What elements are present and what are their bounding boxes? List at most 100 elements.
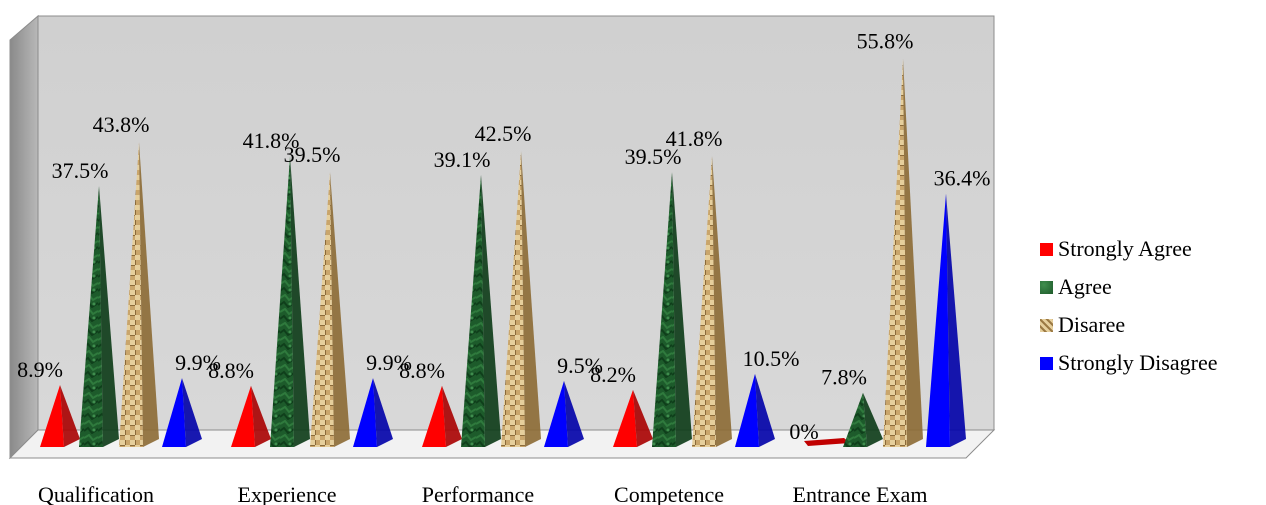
- legend-swatch-strongly-agree: [1040, 242, 1053, 256]
- bar-strongly-agree-competence-side-face: [633, 389, 653, 447]
- bar-strongly-disagree-performance-side-face: [564, 380, 584, 447]
- data-label-strongly-agree-performance: 8.8%: [399, 358, 445, 383]
- bar-strongly-disagree-qualification: [162, 378, 202, 447]
- bar-strongly-disagree-performance-front-face: [544, 380, 568, 447]
- legend-label-strongly-disagree: Strongly Disagree: [1058, 350, 1218, 375]
- bar-agree-performance: [461, 174, 501, 447]
- bar-strongly-agree-competence-front-face: [613, 389, 637, 447]
- legend-swatch-disaree: [1040, 318, 1053, 332]
- legend-swatch-agree: [1040, 280, 1053, 294]
- bar-strongly-agree-experience: [231, 385, 271, 447]
- bar-disaree-entrance-exam: [883, 58, 923, 448]
- data-label-strongly-agree-qualification: 8.9%: [17, 357, 63, 382]
- data-label-agree-qualification: 37.5%: [52, 158, 109, 183]
- bar-disaree-performance-side-face: [521, 151, 541, 447]
- bar-agree-entrance-exam: [843, 392, 883, 447]
- data-label-strongly-disagree-performance: 9.5%: [557, 353, 603, 378]
- bar-disaree-experience-front-face: [310, 172, 334, 447]
- data-label-agree-entrance-exam: 7.8%: [821, 365, 867, 390]
- bar-agree-competence-side-face: [672, 172, 692, 447]
- legend-item-strongly-disagree: Strongly Disagree: [1040, 344, 1266, 382]
- bar-agree-performance-front-face: [461, 174, 485, 447]
- legend-label-agree: Agree: [1058, 274, 1112, 299]
- data-label-strongly-agree-competence: 8.2%: [590, 362, 636, 387]
- data-label-agree-competence: 39.5%: [625, 144, 682, 169]
- data-label-strongly-disagree-qualification: 9.9%: [175, 350, 221, 375]
- bar-disaree-entrance-exam-side-face: [903, 58, 923, 448]
- bar-disaree-qualification-front-face: [119, 142, 143, 448]
- data-label-strongly-disagree-competence: 10.5%: [743, 346, 800, 371]
- bar-strongly-agree-performance: [422, 385, 462, 447]
- bar-agree-entrance-exam-front-face: [843, 392, 867, 447]
- bar-disaree-competence: [692, 156, 732, 447]
- bar-agree-qualification-front-face: [79, 186, 103, 447]
- legend-label-strongly-agree: Strongly Agree: [1058, 236, 1192, 261]
- data-label-disaree-qualification: 43.8%: [93, 112, 150, 137]
- data-label-agree-performance: 39.1%: [434, 147, 491, 172]
- data-labels-layer: 8.9%37.5%43.8%9.9%8.8%41.8%39.5%9.9%8.8%…: [17, 29, 990, 444]
- bar-agree-competence: [652, 172, 692, 447]
- bar-strongly-agree-performance-side-face: [442, 385, 462, 447]
- bar-disaree-competence-side-face: [712, 156, 732, 447]
- legend-swatch-strongly-disagree: [1040, 356, 1053, 370]
- legend-item-strongly-agree: Strongly Agree: [1040, 230, 1266, 268]
- bar-disaree-performance: [501, 151, 541, 447]
- data-label-disaree-competence: 41.8%: [666, 126, 723, 151]
- bar-strongly-agree-qualification: [40, 385, 80, 447]
- bar-agree-competence-front-face: [652, 172, 676, 447]
- bar-agree-experience: [270, 156, 310, 447]
- bar-disaree-qualification: [119, 142, 159, 448]
- data-label-disaree-entrance-exam: 55.8%: [857, 29, 914, 54]
- data-label-strongly-agree-experience: 8.8%: [208, 358, 254, 383]
- data-label-disaree-performance: 42.5%: [475, 121, 532, 146]
- category-label-entrance-exam: Entrance Exam: [793, 482, 928, 505]
- bar-disaree-experience: [310, 172, 350, 447]
- bar-strongly-disagree-competence-front-face: [735, 373, 759, 447]
- bar-strongly-disagree-competence-side-face: [755, 373, 775, 447]
- bar-disaree-performance-front-face: [501, 151, 525, 447]
- bar-strongly-agree-entrance-exam: [804, 438, 850, 446]
- bar-agree-entrance-exam-side-face: [863, 392, 883, 447]
- bar-strongly-agree-experience-front-face: [231, 385, 255, 447]
- bars-layer: [40, 58, 966, 448]
- bar-strongly-disagree-experience-front-face: [353, 378, 377, 447]
- legend-item-agree: Agree: [1040, 268, 1266, 306]
- bar-disaree-competence-front-face: [692, 156, 716, 447]
- bar-strongly-disagree-performance: [544, 380, 584, 447]
- bar-strongly-disagree-competence: [735, 373, 775, 447]
- data-label-strongly-disagree-entrance-exam: 36.4%: [934, 166, 991, 191]
- bar-strongly-agree-qualification-side-face: [60, 385, 80, 447]
- data-label-strongly-disagree-experience: 9.9%: [366, 350, 412, 375]
- bar-strongly-disagree-entrance-exam: [926, 193, 966, 447]
- bar-agree-experience-front-face: [270, 156, 294, 447]
- bar-strongly-agree-performance-front-face: [422, 385, 446, 447]
- bar-strongly-disagree-experience: [353, 378, 393, 447]
- legend-label-disaree: Disaree: [1058, 312, 1126, 337]
- bar-agree-qualification: [79, 186, 119, 447]
- bar-agree-experience-side-face: [290, 156, 310, 447]
- bar-strongly-agree-experience-side-face: [251, 385, 271, 447]
- bar-disaree-qualification-side-face: [139, 142, 159, 448]
- chart-side-wall: [9, 14, 39, 460]
- bar-disaree-experience-side-face: [330, 172, 350, 447]
- bar-strongly-disagree-qualification-front-face: [162, 378, 186, 447]
- data-label-strongly-agree-entrance-exam: 0%: [789, 419, 818, 444]
- bar-strongly-disagree-entrance-exam-side-face: [946, 193, 966, 447]
- bar-disaree-entrance-exam-front-face: [883, 58, 907, 448]
- bar-strongly-disagree-experience-side-face: [373, 378, 393, 447]
- category-label-qualification: Qualification: [38, 482, 154, 505]
- bar-strongly-agree-qualification-front-face: [40, 385, 64, 447]
- category-label-performance: Performance: [422, 482, 534, 505]
- bar-strongly-disagree-entrance-exam-front-face: [926, 193, 950, 447]
- bar-agree-qualification-side-face: [99, 186, 119, 447]
- bar-strongly-disagree-qualification-side-face: [182, 378, 202, 447]
- data-label-disaree-experience: 39.5%: [284, 142, 341, 167]
- legend-item-disaree: Disaree: [1040, 306, 1266, 344]
- bar-strongly-agree-competence: [613, 389, 653, 447]
- bar-agree-performance-side-face: [481, 174, 501, 447]
- legend: Strongly Agree Agree Disaree Strongly Disag…: [1040, 230, 1266, 382]
- data-label-agree-experience: 41.8%: [243, 128, 300, 153]
- category-label-competence: Competence: [614, 482, 724, 505]
- category-axis: Qualification Experience Performance Compet…: [38, 482, 928, 505]
